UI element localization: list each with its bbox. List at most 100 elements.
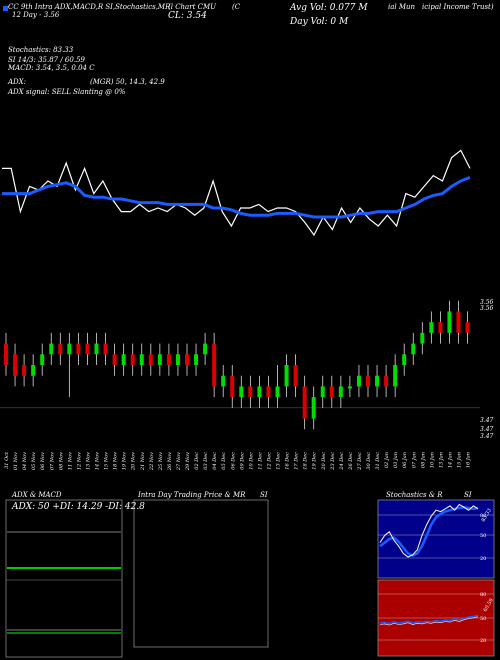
candle-body [356,375,361,387]
candle-body [248,386,253,398]
candle-body [465,322,470,333]
date-tick-label: 08 Jan [420,452,426,468]
candle-body [347,386,352,389]
avg-volume: Avg Vol: 0.077 M [290,3,368,13]
header-far2: icipal Income Trust) [422,3,494,11]
date-tick-label: 01 Nov [13,452,19,470]
date-tick-label: 02 Jan [384,452,390,468]
date-tick-label: 07 Nov [49,452,55,470]
candle-body [384,375,389,387]
candle-body [438,322,443,333]
candle-body [320,386,325,398]
date-tick-label: 09 Dec [239,452,245,470]
date-tick-label: 26 Nov [167,452,173,471]
header-line1-left: CC 9th Intra [8,3,53,11]
candle-body [293,365,298,387]
adx-panel-title: ADX & MACD [12,491,62,499]
price-label-bot-c: 3.47 [480,433,494,440]
candle-body [166,354,171,365]
candle-body [103,343,108,355]
candle-body [284,365,289,387]
date-tick-label: 12 Dec [266,452,272,470]
candle-body [121,354,126,365]
rsi-tick-label: 20 [480,638,486,644]
mrsi-panel-frame [133,499,269,648]
date-tick-label: 23 Dec [330,452,336,471]
rsi-tick-label: 80 [480,592,486,598]
date-tick-label: 19 Nov [122,452,128,470]
date-tick-label: 22 Nov [149,452,155,471]
chart-header-title: CC 9th Intra ADX,MACD,R SI,Stochastics,M… [8,3,170,11]
date-tick-label: 31 Dec [375,452,381,470]
date-tick-label: 26 Dec [348,452,354,471]
candle-body [447,311,452,333]
header-far: ial Mun [388,3,416,11]
stoch-tick-label: 20 [480,556,486,562]
si-value: SI 14/3: 35.87 / 60.59 [8,56,85,64]
candle-body [230,375,235,398]
adx-signal: ADX signal: SELL Slanting @ 0% [8,88,126,96]
rsi-shadow-line [379,616,479,626]
date-tick-label: 18 Dec [303,452,309,470]
stoch-panel-title: Stochastics & R [386,491,443,499]
candle-body [402,354,407,365]
day-volume: Day Vol: 0 M [290,17,349,27]
candle-body [58,343,63,355]
date-tick-label: 15 Jan [457,452,463,468]
candle-body [420,332,425,344]
candle-body [257,386,262,398]
date-tick-label: 16 Jan [466,452,472,468]
date-tick-label: 06 Dec [230,452,236,470]
rsi-tick-label: 50 [480,616,486,622]
candle-body [266,386,271,398]
date-tick-label: 16 Dec [285,452,291,470]
candle-body [212,343,217,387]
date-tick-label: 18 Nov [113,452,119,470]
date-tick-label: 15 Nov [104,452,110,470]
date-tick-label: 14 Jan [447,452,453,468]
stoch-tick-label: 50 [480,533,486,539]
date-tick-label: 06 Jan [402,452,408,468]
candle-body [22,365,27,376]
candle-body [49,343,54,355]
price-label-top-b: 3.56 [480,305,494,312]
candle-body [112,354,117,365]
mgr-value: (MGR) 50, 14.3, 42.9 [90,78,165,86]
date-tick-label: 02 Dec [194,452,200,470]
candle-body [185,354,189,365]
candle-body [76,343,81,355]
candle-body [139,354,144,365]
mrsi-panel-title: Intra Day Trading Price & MR [138,491,246,499]
date-tick-label: 07 Jan [411,452,417,468]
candle-body [4,343,8,365]
date-tick-label: 17 Dec [294,452,300,470]
date-tick-label: 05 Dec [221,452,227,470]
candle-body [40,354,45,365]
candle-body [203,343,208,355]
price-label-top-a: 3.56 [480,299,494,306]
date-tick-label: 03 Dec [203,452,209,470]
date-tick-label: 24 Dec [339,452,345,471]
stoch-k-line [379,503,479,558]
candle-body [13,354,18,376]
candle-body [239,386,244,398]
date-tick-label: 13 Nov [85,452,91,470]
date-tick-label: 14 Nov [95,452,101,470]
date-tick-label: 11 Nov [67,452,73,470]
date-tick-label: 20 Dec [321,452,327,471]
candle-body [194,354,199,365]
candle-body [375,375,380,387]
candle-body [130,354,135,365]
date-tick-label: 27 Nov [176,452,182,471]
candle-body [275,386,280,398]
header-close: CL: 3.54 [168,11,207,21]
header-line1-mid: ADX,MACD,R [54,3,104,11]
candle-body [366,375,370,387]
stoch-d-line [379,506,479,557]
candle-body [302,386,307,419]
legend-square [3,6,8,11]
date-tick-label: 30 Dec [366,452,372,470]
date-tick-label: 10 Dec [248,452,254,470]
date-tick-label: 25 Nov [158,452,164,471]
main-price-chart: 31 Oct 01 Nov 04 Nov 05 Nov 06 Nov 07 Nov 08 N… [0,6,480,471]
